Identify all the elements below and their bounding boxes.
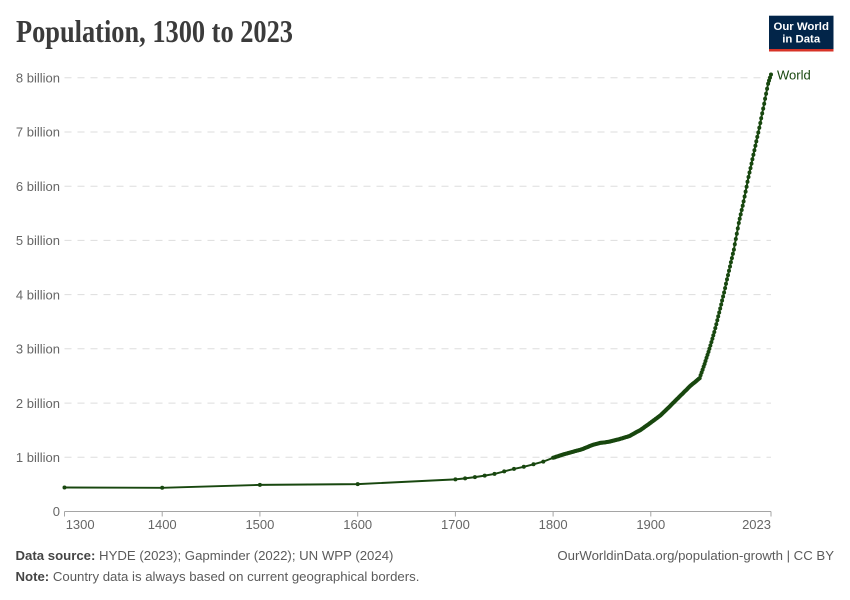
svg-text:World: World: [777, 68, 811, 83]
svg-text:2023: 2023: [742, 517, 771, 532]
svg-text:1 billion: 1 billion: [16, 450, 60, 465]
svg-text:OurWorldinData.org/population-: OurWorldinData.org/population-growth | C…: [557, 548, 834, 563]
svg-text:0: 0: [53, 504, 60, 519]
svg-text:3 billion: 3 billion: [16, 342, 60, 357]
svg-text:1800: 1800: [539, 517, 568, 532]
svg-text:Our World: Our World: [773, 21, 829, 33]
svg-text:2 billion: 2 billion: [16, 396, 60, 411]
svg-text:4 billion: 4 billion: [16, 287, 60, 302]
svg-text:1400: 1400: [148, 517, 177, 532]
svg-text:8 billion: 8 billion: [16, 70, 60, 85]
svg-text:5 billion: 5 billion: [16, 233, 60, 248]
svg-text:Population, 1300 to 2023: Population, 1300 to 2023: [16, 13, 293, 49]
svg-text:6 billion: 6 billion: [16, 179, 60, 194]
svg-text:1600: 1600: [343, 517, 372, 532]
svg-text:Data source: HYDE (2023); Gapm: Data source: HYDE (2023); Gapminder (202…: [16, 548, 394, 563]
svg-text:1900: 1900: [636, 517, 665, 532]
svg-text:1300: 1300: [66, 517, 95, 532]
svg-text:in Data: in Data: [782, 33, 821, 45]
svg-text:Note: Country data is always b: Note: Country data is always based on cu…: [16, 569, 420, 584]
svg-text:7 billion: 7 billion: [16, 125, 60, 140]
svg-text:1500: 1500: [245, 517, 274, 532]
svg-text:1700: 1700: [441, 517, 470, 532]
